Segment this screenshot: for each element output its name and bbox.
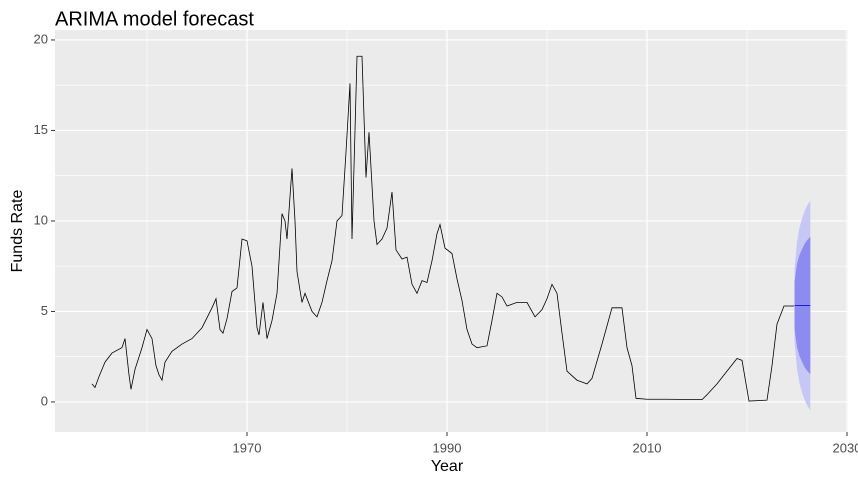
chart-title: ARIMA model forecast <box>55 8 254 30</box>
y-axis-title: Funds Rate <box>9 190 26 273</box>
x-tick-label: 2030 <box>833 440 858 455</box>
data-line <box>91 55 794 402</box>
y-tick-label: 10 <box>34 212 48 227</box>
y-tick-label: 20 <box>34 31 48 46</box>
x-tick-label: 1970 <box>233 440 262 455</box>
x-tick-label: 2010 <box>633 440 662 455</box>
y-tick-label: 0 <box>41 393 48 408</box>
y-tick-label: 5 <box>41 303 48 318</box>
y-tick-label: 15 <box>34 122 48 137</box>
panel <box>55 30 848 432</box>
x-axis-title: Year <box>431 458 464 475</box>
grid <box>55 30 848 432</box>
x-tick-label: 1990 <box>433 440 462 455</box>
marks <box>91 55 811 411</box>
